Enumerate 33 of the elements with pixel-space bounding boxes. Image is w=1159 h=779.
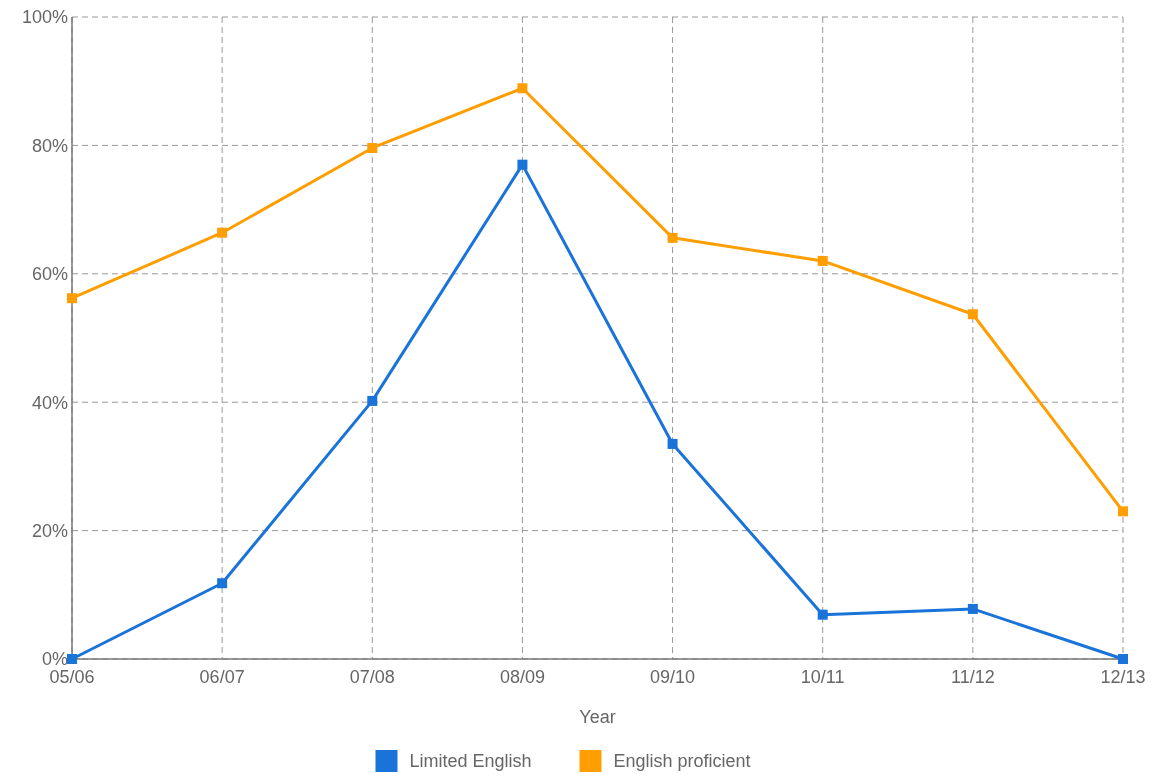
point bbox=[217, 227, 228, 238]
point bbox=[517, 159, 528, 170]
y-tick-label: 100% bbox=[21, 7, 68, 28]
point bbox=[217, 578, 228, 589]
x-tick-label: 09/10 bbox=[650, 667, 696, 687]
point bbox=[967, 309, 978, 320]
y-tick-label: 20% bbox=[31, 520, 68, 541]
x-tick-label: 10/11 bbox=[800, 667, 845, 687]
point bbox=[817, 609, 828, 620]
x-axis-title: Year bbox=[579, 707, 616, 727]
x-tick-label: 12/13 bbox=[1100, 667, 1146, 687]
x-tick-label: 06/07 bbox=[199, 667, 245, 687]
point bbox=[367, 142, 378, 153]
y-tick-label: 60% bbox=[31, 264, 68, 285]
y-tick-label: 80% bbox=[31, 135, 68, 156]
point bbox=[517, 83, 528, 94]
legend-label: English proficient bbox=[613, 751, 751, 772]
point bbox=[67, 293, 77, 304]
x-tick-label: 08/09 bbox=[499, 667, 545, 687]
point bbox=[667, 438, 678, 449]
point bbox=[667, 232, 678, 243]
point bbox=[817, 255, 828, 266]
point bbox=[967, 603, 978, 614]
point bbox=[1118, 654, 1128, 664]
x-tick-label: 05/06 bbox=[49, 667, 95, 687]
y-tick-label: 0% bbox=[41, 649, 68, 670]
point bbox=[67, 654, 77, 664]
x-tick-label: 11/12 bbox=[951, 667, 995, 687]
y-tick-label: 40% bbox=[31, 392, 68, 413]
point bbox=[1118, 506, 1128, 517]
point bbox=[367, 395, 378, 406]
legend-label: Limited English bbox=[409, 751, 532, 772]
x-tick-label: 07/08 bbox=[349, 667, 395, 687]
